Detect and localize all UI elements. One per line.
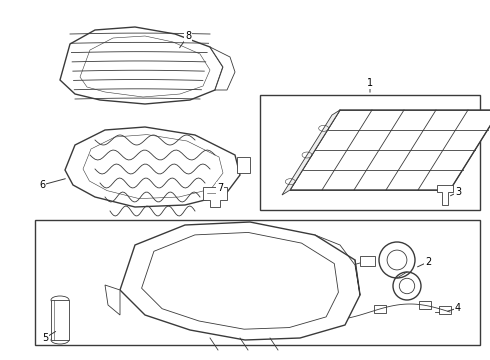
Text: 4: 4 — [455, 303, 461, 313]
Circle shape — [204, 277, 210, 283]
Polygon shape — [65, 127, 240, 207]
Circle shape — [226, 257, 232, 263]
Text: 6: 6 — [39, 180, 45, 190]
Circle shape — [248, 277, 254, 283]
Circle shape — [182, 257, 188, 263]
Polygon shape — [437, 185, 453, 205]
Polygon shape — [105, 285, 120, 315]
Circle shape — [292, 257, 298, 263]
Polygon shape — [282, 110, 340, 195]
Text: 2: 2 — [425, 257, 431, 267]
Circle shape — [182, 277, 188, 283]
Circle shape — [248, 257, 254, 263]
Circle shape — [204, 257, 210, 263]
Text: 5: 5 — [42, 333, 48, 343]
Text: 3: 3 — [455, 187, 461, 197]
Text: 1: 1 — [367, 78, 373, 88]
Polygon shape — [210, 47, 235, 90]
Text: 7: 7 — [217, 183, 223, 193]
Polygon shape — [290, 110, 490, 190]
Bar — [260, 95, 480, 210]
Circle shape — [270, 277, 276, 283]
Polygon shape — [360, 256, 375, 266]
Polygon shape — [51, 300, 69, 340]
Polygon shape — [203, 187, 227, 207]
Polygon shape — [120, 222, 360, 340]
Polygon shape — [237, 157, 250, 173]
Polygon shape — [60, 27, 223, 104]
Ellipse shape — [51, 336, 69, 344]
Circle shape — [292, 277, 298, 283]
Text: 8: 8 — [185, 31, 191, 41]
Circle shape — [226, 277, 232, 283]
Circle shape — [270, 257, 276, 263]
Bar — [35, 220, 480, 345]
